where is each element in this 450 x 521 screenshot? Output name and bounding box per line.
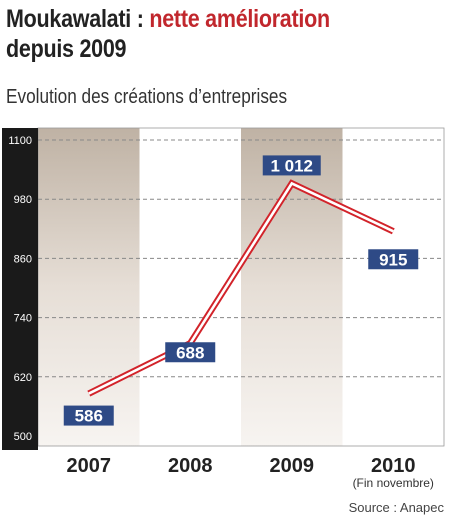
chart-title: Moukawalati : nette amélioration depuis … [6, 4, 330, 64]
title-part-1: Moukawalati : [6, 5, 150, 33]
series-line-inner [88, 181, 394, 395]
y-tick-label-740: 740 [14, 313, 32, 325]
data-label-2010: 915 [368, 249, 419, 270]
x-tick-label-2007: 2007 [67, 455, 112, 477]
data-label-2008: 688 [165, 342, 216, 363]
source-note: Source : Anapec [348, 500, 444, 515]
data-label-box-2010 [368, 249, 419, 270]
data-label-2009: 1 012 [262, 155, 321, 176]
title-part-2: nette amélioration [149, 5, 330, 33]
y-axis-band [2, 128, 38, 450]
column-band-2007 [38, 128, 140, 446]
y-tick-label-500: 500 [14, 431, 32, 443]
data-label-text-2008: 688 [176, 343, 204, 362]
data-label-box-2009 [262, 155, 321, 176]
data-label-text-2009: 1 012 [270, 156, 313, 175]
data-label-text-2007: 586 [75, 407, 103, 426]
y-tick-label-620: 620 [14, 372, 32, 384]
x-tick-label-2010: 2010 [371, 455, 416, 477]
column-band-2009 [241, 128, 343, 446]
title-line-2: depuis 2009 [6, 35, 127, 63]
y-tick-label-980: 980 [14, 194, 32, 206]
data-label-text-2010: 915 [379, 250, 407, 269]
chart-subtitle: Evolution des créations d’entreprises [6, 86, 288, 108]
y-tick-label-860: 860 [14, 253, 32, 265]
x-tick-note-2010: (Fin novembre) [353, 476, 434, 490]
x-tick-label-2008: 2008 [168, 455, 213, 477]
data-label-box-2008 [165, 342, 216, 363]
column-band-2010 [342, 128, 444, 446]
data-label-2007: 586 [63, 405, 114, 426]
y-tick-label-1100: 1100 [8, 135, 32, 147]
data-label-box-2007 [63, 405, 114, 426]
x-tick-label-2009: 2009 [270, 455, 315, 477]
